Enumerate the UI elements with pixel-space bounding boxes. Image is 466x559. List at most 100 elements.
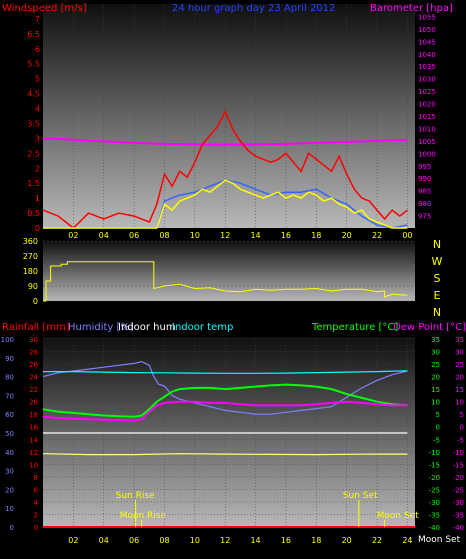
barometer-tick-1010: 1010 [418, 125, 436, 133]
dew-point-tick-labels: -40 -35 -30 -25 -20 -15 -10 -5 0 5 10 15 20 25 30 35 [453, 336, 464, 532]
wind-gust-line [42, 109, 408, 229]
wind-x-tick-02: 02 [68, 231, 78, 240]
humidity-tick-60: 60 [5, 411, 14, 419]
barometer-tick-990: 990 [418, 175, 431, 183]
windspeed-tick-1: 1 [35, 194, 40, 203]
sun-rise-label: Sun Rise [116, 491, 155, 501]
humidity-tick-20: 20 [5, 486, 14, 494]
wind-x-tick-04: 04 [99, 231, 109, 240]
barometer-tick-1020: 1020 [418, 101, 436, 109]
wind-x-tick-18: 18 [311, 231, 321, 240]
temperature-tick--5: -5 [433, 436, 440, 444]
dew-point-tick-10: 10 [455, 399, 464, 407]
dew-point-tick-25: 25 [455, 361, 464, 369]
direction-tick-270: 270 [23, 252, 38, 261]
windspeed-tick-6.5: 6.5 [27, 30, 40, 39]
temp-x-tick-10: 10 [190, 536, 200, 545]
rainfall-tick-22: 22 [29, 386, 38, 394]
rainfall-tick-0: 0 [34, 524, 38, 532]
humidity-tick-labels: 0 10 20 30 40 50 60 70 80 90 100 [1, 336, 14, 532]
dew-point-tick--15: -15 [453, 461, 464, 469]
rainfall-tick-18: 18 [29, 411, 38, 419]
temp-x-tick-12: 12 [220, 536, 230, 545]
wind-x-tick-20: 20 [342, 231, 352, 240]
rainfall-tick-12: 12 [29, 449, 38, 457]
humidity-tick-70: 70 [5, 392, 14, 400]
wind-x-tick-labels: 02 04 06 08 10 12 14 16 18 20 22 00 [68, 231, 412, 240]
wind-gridlines [73, 4, 408, 228]
windspeed-axis-label: Windspeed [m/s] [2, 3, 87, 14]
barometer-tick-1045: 1045 [418, 38, 436, 46]
wind-direction-line [43, 261, 408, 302]
moon-rise-label: Moon Rise [120, 511, 167, 521]
direction-tick-0: 0 [33, 297, 38, 306]
barometer-tick-1050: 1050 [418, 26, 436, 34]
humidity-tick-50: 50 [5, 430, 14, 438]
dew-point-tick--5: -5 [457, 436, 464, 444]
temp-x-tick-04: 04 [99, 536, 109, 545]
rainfall-tick-16: 16 [29, 424, 38, 432]
dew-point-tick--35: -35 [453, 511, 464, 519]
direction-tick-360: 360 [23, 237, 38, 246]
wind-x-tick-00: 00 [402, 231, 412, 240]
barometer-axis-label: Barometer [hpa] [370, 3, 453, 14]
barometer-tick-labels: 975 980 985 990 995 1000 1005 1010 1015 1020 1025 1… [418, 13, 436, 220]
rainfall-tick-2: 2 [34, 511, 38, 519]
temperature-tick--35: -35 [429, 511, 440, 519]
rainfall-tick-28: 28 [29, 349, 38, 357]
dew-point-tick--10: -10 [453, 449, 464, 457]
dew-point-tick-5: 5 [460, 411, 464, 419]
temp-x-tick-06: 06 [129, 536, 139, 545]
temperature-tick-5: 5 [436, 411, 440, 419]
wind-x-tick-06: 06 [129, 231, 139, 240]
humidity-axis-label: Humidity [%] [68, 322, 134, 333]
temperature-line [42, 383, 408, 418]
windspeed-tick-3: 3 [35, 134, 40, 143]
rainfall-tick-14: 14 [29, 436, 38, 444]
temperature-series [42, 360, 408, 456]
chart-title: 24 hour graph day 23 April 2012 [172, 3, 335, 14]
barometer-tick-1025: 1025 [418, 88, 436, 96]
barometer-tick-980: 980 [418, 200, 431, 208]
temperature-tick--15: -15 [429, 461, 440, 469]
indoor-temp-line [43, 370, 408, 374]
wind-x-tick-08: 08 [159, 231, 169, 240]
windspeed-tick-2.5: 2.5 [27, 149, 40, 158]
dew-point-tick-15: 15 [455, 386, 464, 394]
dew-point-tick--20: -20 [453, 474, 464, 482]
temperature-tick-25: 25 [431, 361, 440, 369]
rainfall-tick-6: 6 [34, 486, 39, 494]
dew-point-tick--25: -25 [453, 486, 464, 494]
wind-x-tick-14: 14 [250, 231, 260, 240]
temperature-tick--20: -20 [429, 474, 440, 482]
windspeed-tick-4.5: 4.5 [27, 90, 40, 99]
temperature-tick--10: -10 [429, 449, 440, 457]
rainfall-axis-label: Rainfall [mm] [2, 322, 70, 333]
temperature-tick--25: -25 [429, 486, 440, 494]
barometer-tick-995: 995 [418, 163, 431, 171]
barometer-line [42, 137, 408, 146]
windspeed-tick-1.5: 1.5 [27, 179, 40, 188]
dew-point-tick-30: 30 [455, 349, 464, 357]
temp-x-tick-08: 08 [159, 536, 169, 545]
barometer-tick-1000: 1000 [418, 150, 436, 158]
temperature-tick--40: -40 [429, 524, 440, 532]
barometer-tick-1030: 1030 [418, 76, 436, 84]
temp-x-tick-16: 16 [281, 536, 291, 545]
dew-point-tick-35: 35 [455, 336, 464, 344]
indoor-humidity-label: Indoor hum [118, 322, 176, 333]
sun-set-label: Sun Set [343, 491, 378, 501]
wind-panel-bg [43, 4, 415, 228]
rainfall-tick-10: 10 [29, 461, 38, 469]
direction-tick-180: 180 [23, 267, 38, 276]
compass-letter-0: N [433, 238, 441, 251]
direction-tick-90: 90 [28, 282, 38, 291]
barometer-tick-1005: 1005 [418, 138, 436, 146]
dew-point-tick--40: -40 [453, 524, 464, 532]
moon-set-label: Moon Set [377, 511, 420, 521]
wind-series [42, 109, 408, 229]
windspeed-tick-labels: 0 0.5 1 1.5 2 2.5 3 3.5 4 4.5 5 5.5 6 6.5 7 [27, 15, 40, 233]
windspeed-tick-5: 5 [35, 75, 40, 84]
